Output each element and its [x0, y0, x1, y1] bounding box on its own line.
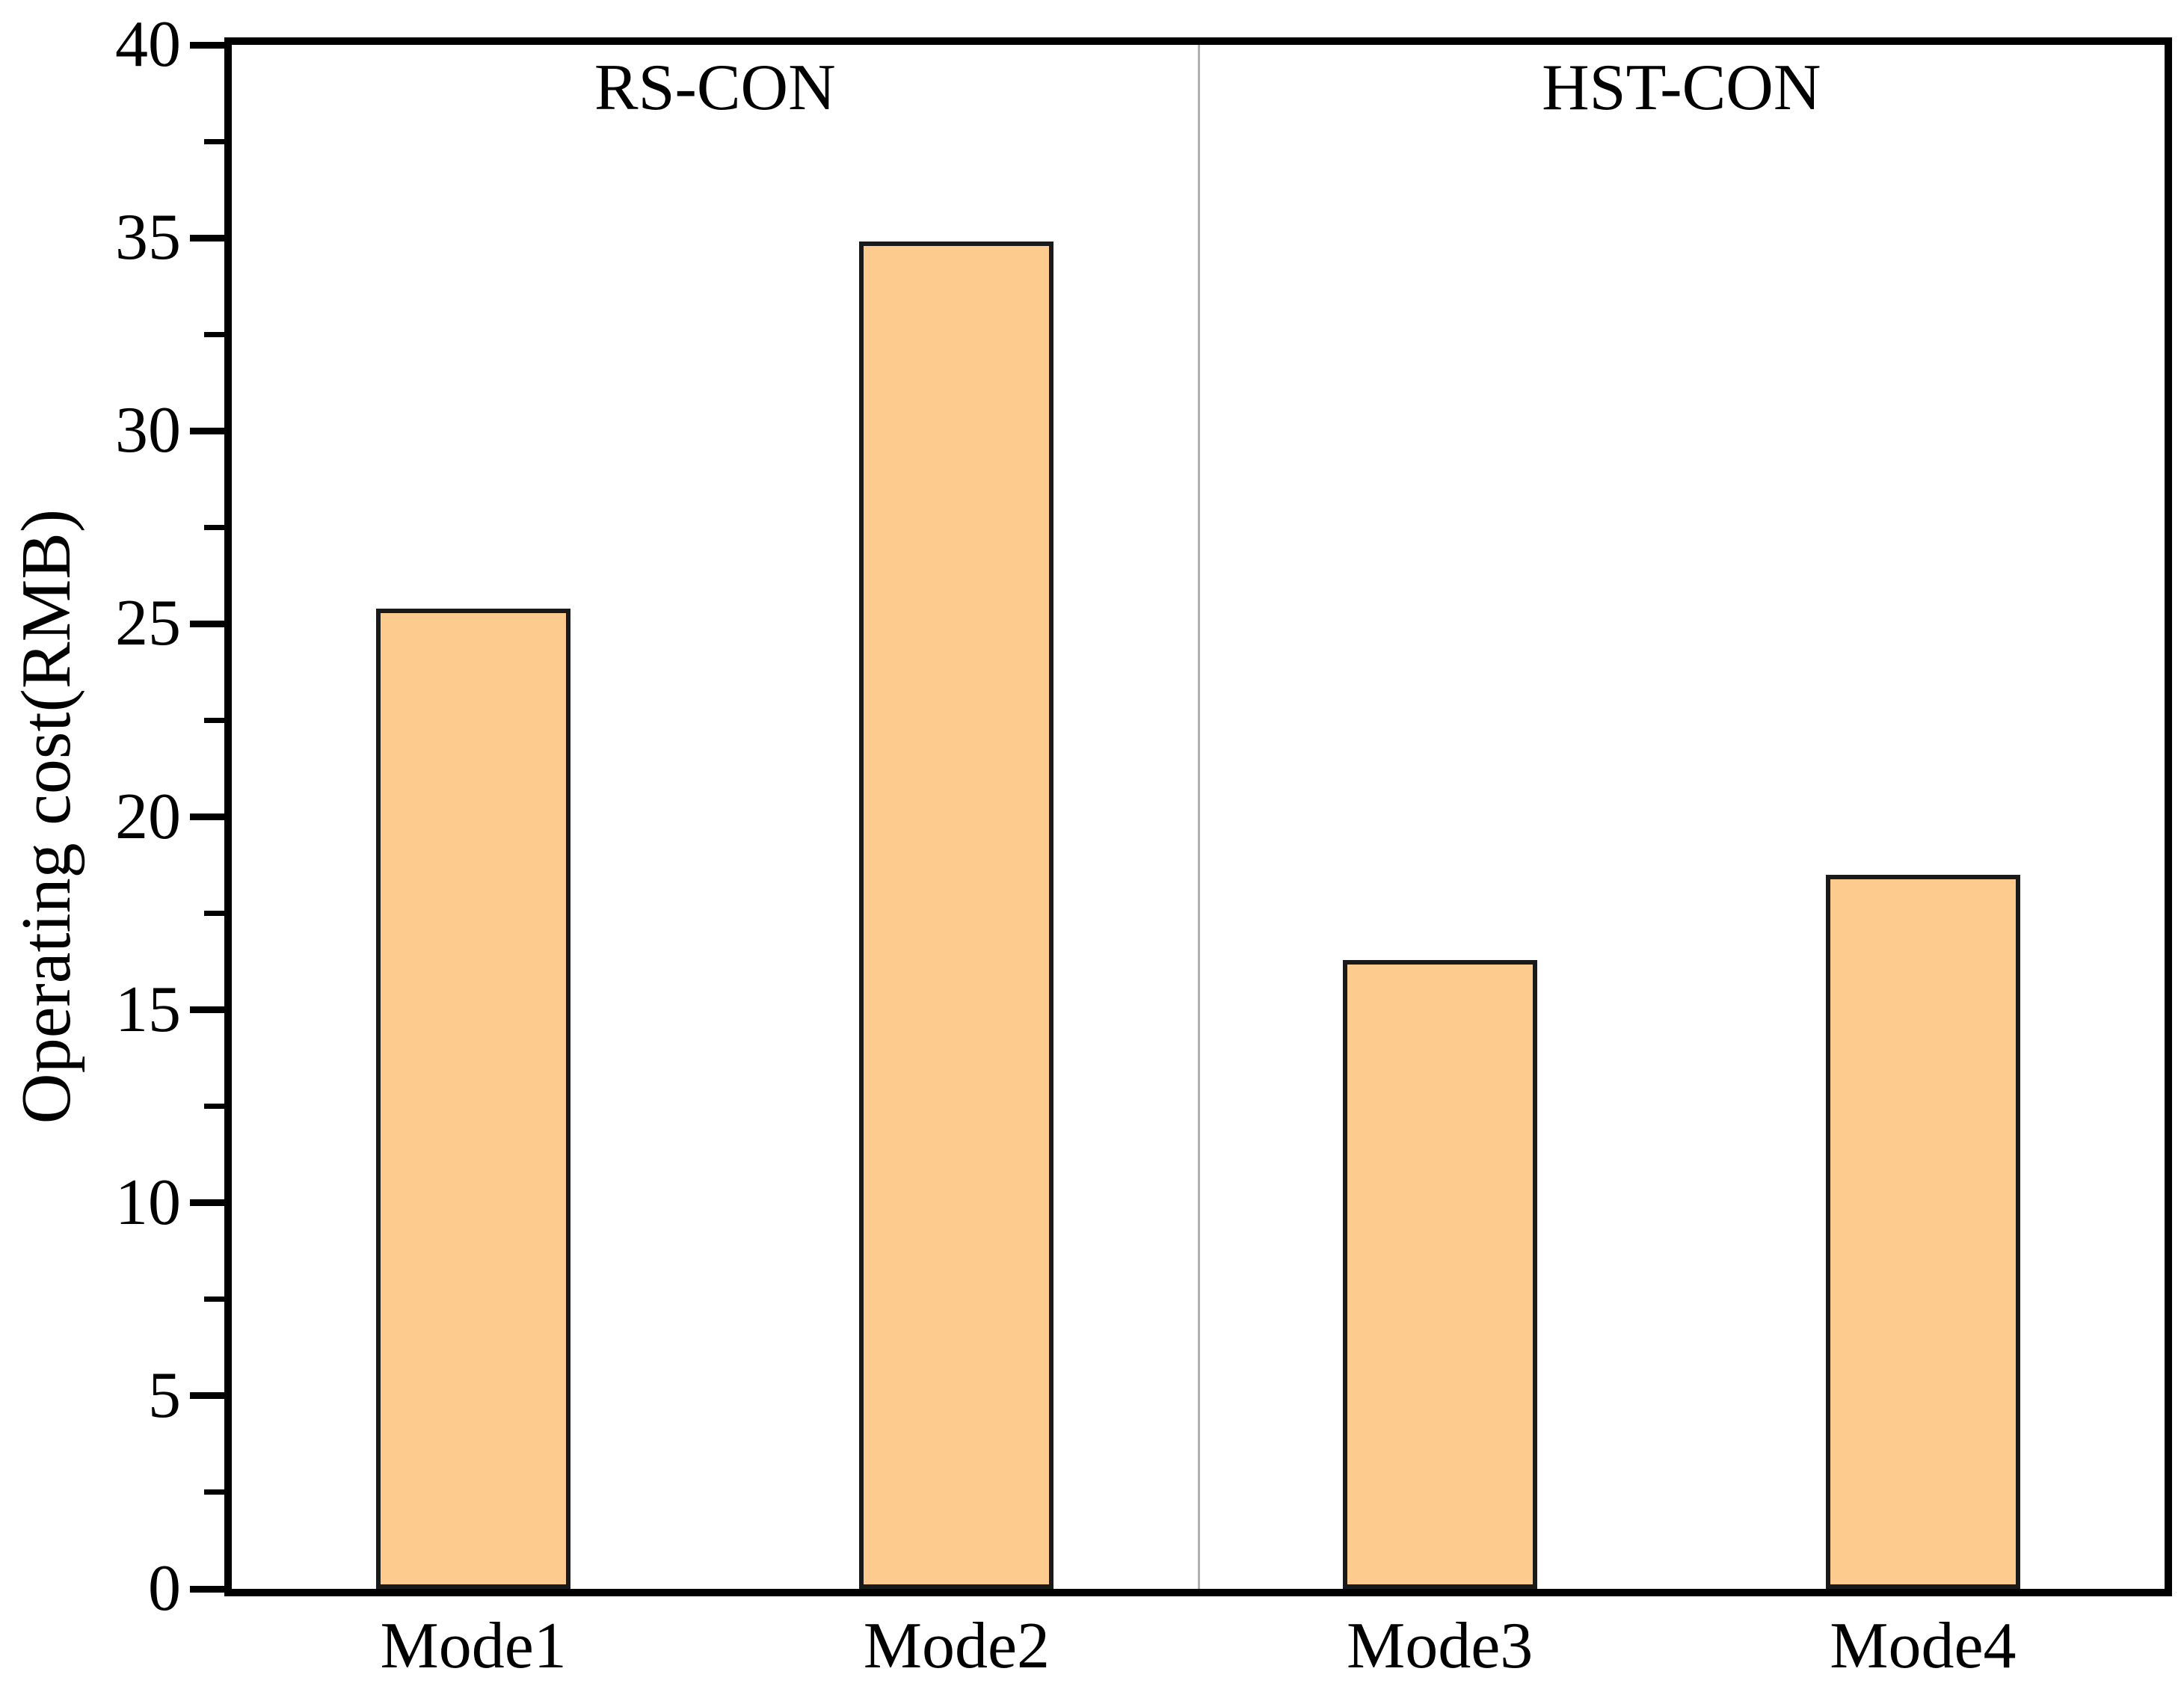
plot-area: RS-CON HST-CON — [224, 37, 2172, 1596]
bar-mode2 — [859, 242, 1054, 1589]
y-tick-label: 20 — [115, 780, 181, 853]
y-minor-tick — [204, 1489, 224, 1495]
y-major-tick — [190, 620, 224, 627]
y-major-tick — [190, 1392, 224, 1400]
x-category-label-mode2: Mode2 — [863, 1610, 1051, 1682]
y-tick-label: 35 — [115, 201, 181, 274]
y-tick-label: 15 — [115, 973, 181, 1046]
y-minor-tick — [204, 717, 224, 723]
y-major-tick — [190, 1585, 224, 1593]
y-tick-label: 25 — [115, 587, 181, 660]
x-category-label-mode1: Mode1 — [380, 1610, 567, 1682]
y-tick-label: 0 — [148, 1552, 181, 1625]
y-major-tick — [190, 1199, 224, 1207]
y-minor-tick — [204, 911, 224, 917]
bar-mode4 — [1825, 874, 2020, 1589]
panel-divider-line — [1197, 45, 1200, 1589]
y-major-tick — [190, 813, 224, 820]
bar-mode3 — [1342, 959, 1537, 1589]
y-minor-tick — [204, 524, 224, 530]
y-minor-tick — [204, 1297, 224, 1302]
group-label-hst-con: HST-CON — [1542, 52, 1821, 124]
y-major-tick — [190, 234, 224, 242]
y-tick-label: 40 — [115, 8, 181, 81]
x-category-label-mode4: Mode4 — [1830, 1610, 2017, 1682]
y-major-tick — [190, 427, 224, 434]
x-category-label-mode3: Mode3 — [1346, 1610, 1534, 1682]
y-major-tick — [190, 1006, 224, 1014]
y-minor-tick — [204, 138, 224, 144]
bar-mode1 — [376, 608, 571, 1589]
y-tick-label: 30 — [115, 394, 181, 467]
y-minor-tick — [204, 1104, 224, 1110]
y-tick-label: 10 — [115, 1166, 181, 1239]
y-tick-label: 5 — [148, 1359, 181, 1432]
group-label-rs-con: RS-CON — [594, 52, 836, 124]
y-major-tick — [190, 41, 224, 49]
y-minor-tick — [204, 331, 224, 337]
